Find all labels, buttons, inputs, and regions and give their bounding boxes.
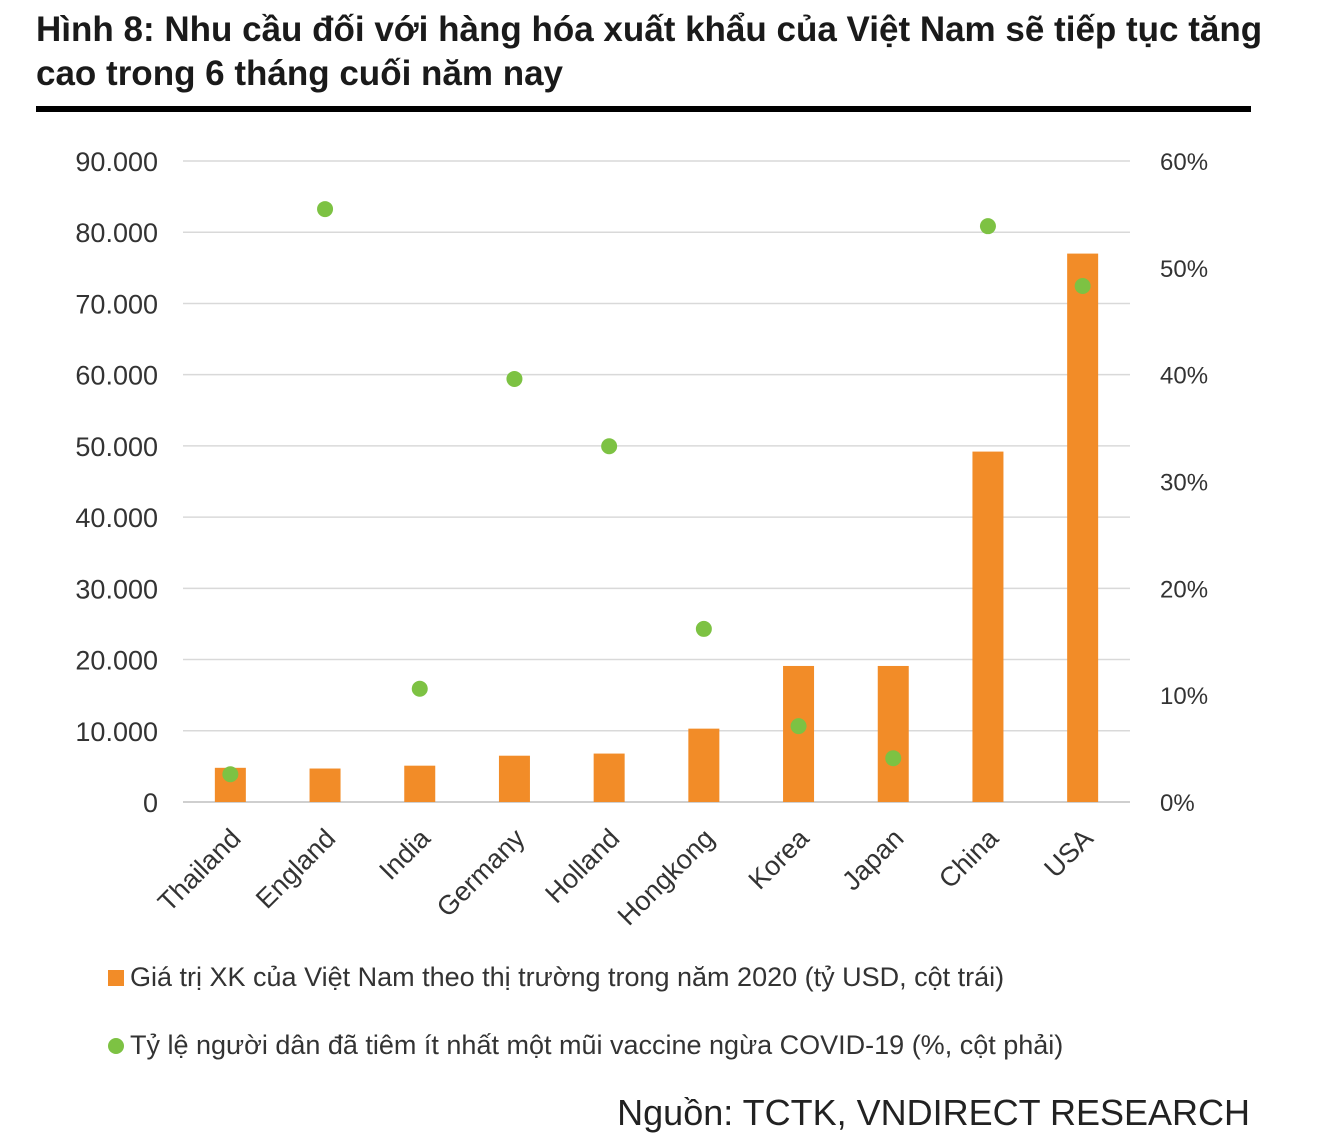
- left-tick-label: 0: [143, 788, 158, 818]
- legend-dot-label: Tỷ lệ người dân đã tiêm ít nhất một mũi …: [130, 1030, 1064, 1060]
- left-tick-label: 10.000: [75, 717, 158, 747]
- category-label: England: [250, 823, 341, 914]
- scatter-point: [695, 620, 712, 637]
- scatter-point: [790, 718, 807, 735]
- category-label: India: [373, 822, 436, 885]
- bar: [593, 753, 625, 802]
- bar: [309, 768, 341, 802]
- source-note: Nguồn: TCTK, VNDIRECT RESEARCH: [617, 1092, 1250, 1133]
- bar-series: [214, 253, 1099, 803]
- legend-bar-label: Giá trị XK của Việt Nam theo thị trường …: [130, 962, 1005, 992]
- gridlines: [183, 160, 1130, 803]
- scatter-point: [601, 438, 618, 455]
- bar: [498, 755, 530, 802]
- left-tick-label: 40.000: [75, 503, 158, 533]
- category-label: Hongkong: [612, 823, 720, 931]
- bar: [404, 765, 436, 802]
- left-tick-label: 30.000: [75, 574, 158, 604]
- left-tick-label: 60.000: [75, 361, 158, 391]
- bar: [688, 728, 720, 802]
- category-label: Holland: [539, 823, 625, 909]
- scatter-point: [317, 201, 334, 218]
- legend-dot-swatch: [108, 1037, 124, 1054]
- scatter-point: [1074, 277, 1091, 294]
- right-tick-label: 0%: [1160, 790, 1195, 817]
- scatter-point: [979, 218, 996, 235]
- scatter-point: [506, 370, 523, 387]
- right-tick-label: 50%: [1160, 256, 1208, 283]
- title-divider: [36, 106, 1251, 112]
- page-title: Hình 8: Nhu cầu đối với hàng hóa xuất kh…: [36, 10, 1263, 93]
- scatter-point: [885, 750, 902, 767]
- category-label: Germany: [431, 823, 531, 923]
- category-label: Japan: [836, 823, 909, 896]
- bar: [877, 665, 909, 802]
- left-tick-label: 50.000: [75, 432, 158, 462]
- left-tick-label: 20.000: [75, 646, 158, 676]
- combo-chart: 0 10.000 20.000 30.000 40.000 50.000 60.000 70.…: [75, 147, 1208, 931]
- scatter-point: [411, 680, 428, 697]
- left-tick-label: 70.000: [75, 289, 158, 319]
- category-label: Thailand: [152, 823, 246, 917]
- scatter-point: [222, 766, 239, 783]
- right-tick-label: 30%: [1160, 470, 1208, 497]
- category-label: China: [933, 822, 1005, 894]
- right-tick-label: 60%: [1160, 149, 1208, 176]
- bar: [972, 451, 1004, 802]
- bar: [1067, 253, 1099, 803]
- legend-item-bars: Giá trị XK của Việt Nam theo thị trường …: [108, 962, 1004, 993]
- category-label: USA: [1038, 823, 1098, 883]
- left-tick-label: 90.000: [75, 147, 158, 177]
- right-tick-label: 20%: [1160, 576, 1208, 603]
- legend-item-dots: Tỷ lệ người dân đã tiêm ít nhất một mũi …: [108, 1030, 1063, 1061]
- scatter-series: [222, 201, 1091, 783]
- legend-bar-swatch: [108, 969, 124, 986]
- right-tick-label: 40%: [1160, 363, 1208, 390]
- left-tick-label: 80.000: [75, 218, 158, 248]
- category-label: Korea: [743, 822, 816, 895]
- right-axis-ticks: 0% 10% 20% 30% 40% 50% 60%: [1160, 149, 1208, 817]
- right-tick-label: 10%: [1160, 683, 1208, 710]
- left-axis-ticks: 0 10.000 20.000 30.000 40.000 50.000 60.000 70.…: [75, 147, 158, 818]
